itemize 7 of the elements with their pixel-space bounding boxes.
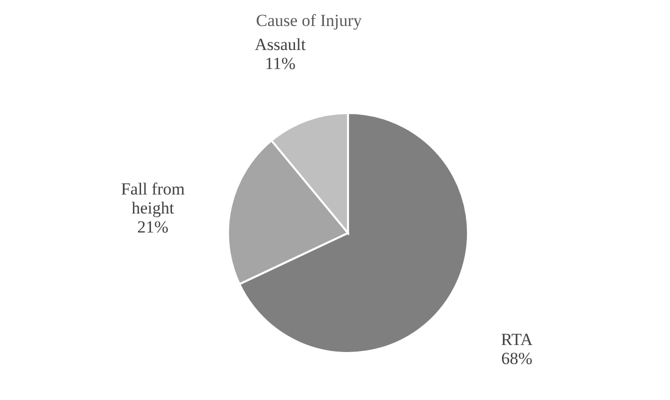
data-label: 21% (137, 217, 168, 236)
slice-label: RTA (501, 330, 534, 350)
slice-label: Assault (254, 34, 306, 54)
slice-label: Fall from height (120, 179, 185, 218)
chart-title: Cause of Injury (256, 11, 362, 30)
data-label: 11% (264, 54, 296, 73)
data-label: 68% (501, 349, 532, 368)
